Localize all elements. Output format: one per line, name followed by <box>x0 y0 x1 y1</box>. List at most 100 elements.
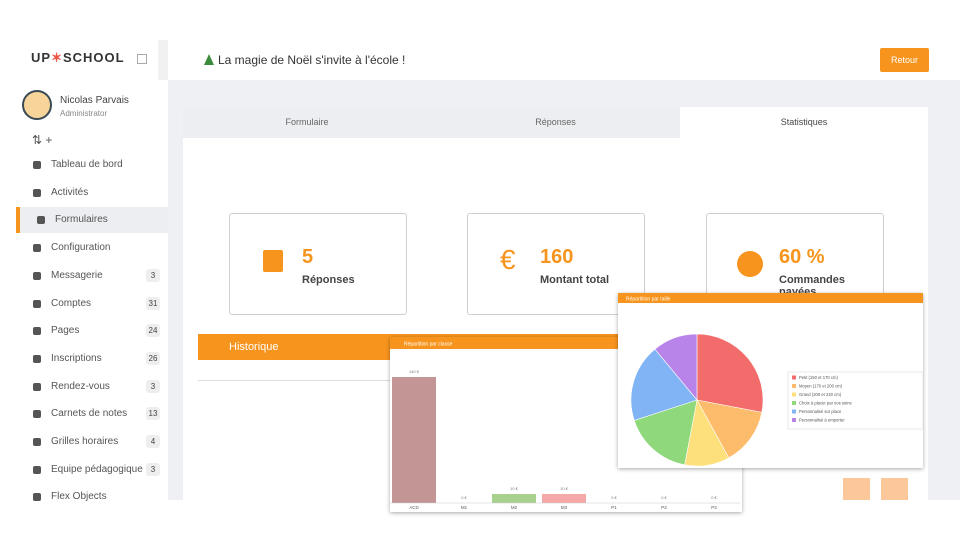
x-tick-label: P1 <box>611 505 617 510</box>
value-label: 140 € <box>409 369 420 374</box>
tab-strip <box>183 107 680 138</box>
legend-label: Personnalisé sur place <box>799 409 842 414</box>
avatar <box>22 90 52 120</box>
legend-swatch <box>792 409 796 414</box>
tree-icon <box>204 54 214 65</box>
divider <box>198 380 398 381</box>
menu-item[interactable]: Grilles horaires 4 <box>16 429 168 455</box>
collapse-handle[interactable] <box>158 40 168 80</box>
menu-item[interactable]: Equipe pédagogique 3 <box>16 457 168 483</box>
value-label: 0 € <box>611 495 617 500</box>
menu-item[interactable]: Configuration <box>16 235 168 261</box>
x-tick-label: M3 <box>561 505 568 510</box>
decor-block <box>881 478 908 500</box>
menu-icon <box>33 161 41 169</box>
menu-item[interactable]: Comptes 31 <box>16 291 168 317</box>
stat-icon <box>737 251 763 277</box>
pie-slice <box>633 399 698 466</box>
menu-count: 13 <box>146 407 160 421</box>
tab[interactable]: Formulaire <box>285 117 329 127</box>
back-button[interactable]: Retour <box>880 48 929 72</box>
menu-label: Formulaires <box>55 214 108 226</box>
legend-swatch <box>792 418 796 422</box>
menu-icon <box>33 410 41 419</box>
x-tick-label: P3 <box>711 505 717 510</box>
stat-box: € 160 Montant total <box>467 213 645 315</box>
menu-label: Grilles horaires <box>51 436 119 447</box>
logo-left: UP <box>31 50 52 65</box>
stat-box: 5 Réponses <box>229 213 407 315</box>
legend-label: Choix à placer par vos soins <box>799 401 852 406</box>
value-label: 10 € <box>560 486 569 491</box>
legend-swatch <box>792 401 796 405</box>
menu-icon <box>33 493 41 502</box>
history-title: Historique <box>229 341 279 353</box>
menu-label: Activités <box>51 186 89 198</box>
menu-count: 3 <box>146 379 160 393</box>
menu-item[interactable]: Pages 24 <box>16 318 168 344</box>
menu-item[interactable]: Formulaires <box>16 207 172 234</box>
pie-slice <box>654 333 698 401</box>
stat-label: Réponses <box>302 274 355 286</box>
x-tick-label: ACD <box>409 505 419 510</box>
menu-item[interactable]: Tableau de bord <box>16 152 168 178</box>
menu-label: Configuration <box>51 242 111 254</box>
menu-count: 3 <box>146 462 160 476</box>
legend-label: Personnalisé à emporter <box>799 418 845 423</box>
stat-icon <box>263 250 283 272</box>
menu-count: 3 <box>146 268 160 282</box>
stat-value: 60 % <box>779 246 825 268</box>
menu-count: 4 <box>146 435 160 448</box>
stat-value: 160 <box>540 246 574 268</box>
value-label: 0 € <box>661 495 667 500</box>
value-label: 0 € <box>711 495 717 500</box>
legend-label: Grand (200 et 220 cm) <box>799 392 842 397</box>
tab-active[interactable]: Statistiques <box>780 117 828 127</box>
toolbar-icons[interactable]: ⇅ + <box>32 133 53 147</box>
menu-item[interactable]: Carnets de notes 13 <box>16 401 168 427</box>
legend-swatch <box>792 384 796 388</box>
x-tick-label: M2 <box>511 505 518 510</box>
menu-item[interactable]: Activités <box>16 180 168 206</box>
menu-label: Carnets de notes <box>51 408 128 420</box>
stat-value: 5 <box>302 246 314 268</box>
x-tick-label: M1 <box>461 505 468 510</box>
external-icon[interactable] <box>137 54 147 64</box>
menu-label: Rendez-vous <box>51 380 110 392</box>
menu-label: Comptes <box>51 297 92 309</box>
x-tick-label: P2 <box>661 505 667 510</box>
bar <box>492 494 536 503</box>
logo[interactable]: UP✶SCHOOL <box>31 50 125 65</box>
user-role: Administrator <box>60 109 108 118</box>
chart-title: Répartition par taille <box>626 297 671 303</box>
menu-icon <box>33 382 41 391</box>
menu-label: Tableau de bord <box>51 159 123 170</box>
menu-icon <box>33 465 41 474</box>
menu-icon <box>33 327 41 336</box>
menu-count: 31 <box>146 296 160 310</box>
menu-item[interactable]: Flex Objects <box>16 484 168 510</box>
menu-item[interactable]: Messagerie 3 <box>16 263 168 289</box>
bar <box>542 494 586 503</box>
legend-swatch <box>792 375 796 380</box>
legend-label: Petit (150 et 170 cm) <box>799 375 838 380</box>
decor-block <box>843 478 870 500</box>
legend-swatch <box>792 392 796 397</box>
menu-icon <box>33 244 41 253</box>
menu-label: Flex Objects <box>51 491 107 503</box>
legend-label: Moyen (170 et 200 cm) <box>799 384 843 389</box>
logo-right: SCHOOL <box>62 50 125 65</box>
menu-item[interactable]: Rendez-vous 3 <box>16 374 168 400</box>
page-title: La magie de Noël s'invite à l'école ! <box>218 53 406 67</box>
menu-icon <box>33 438 41 446</box>
menu-label: Messagerie <box>51 269 103 281</box>
menu-count: 26 <box>146 351 160 365</box>
menu-icon <box>37 216 45 225</box>
pie-slice <box>696 399 763 459</box>
menu-item[interactable]: Inscriptions 26 <box>16 346 168 372</box>
menu-icon <box>33 271 41 280</box>
menu-icon <box>33 354 41 363</box>
tab[interactable]: Réponses <box>535 117 576 127</box>
user-name: Nicolas Parvais <box>60 95 129 106</box>
